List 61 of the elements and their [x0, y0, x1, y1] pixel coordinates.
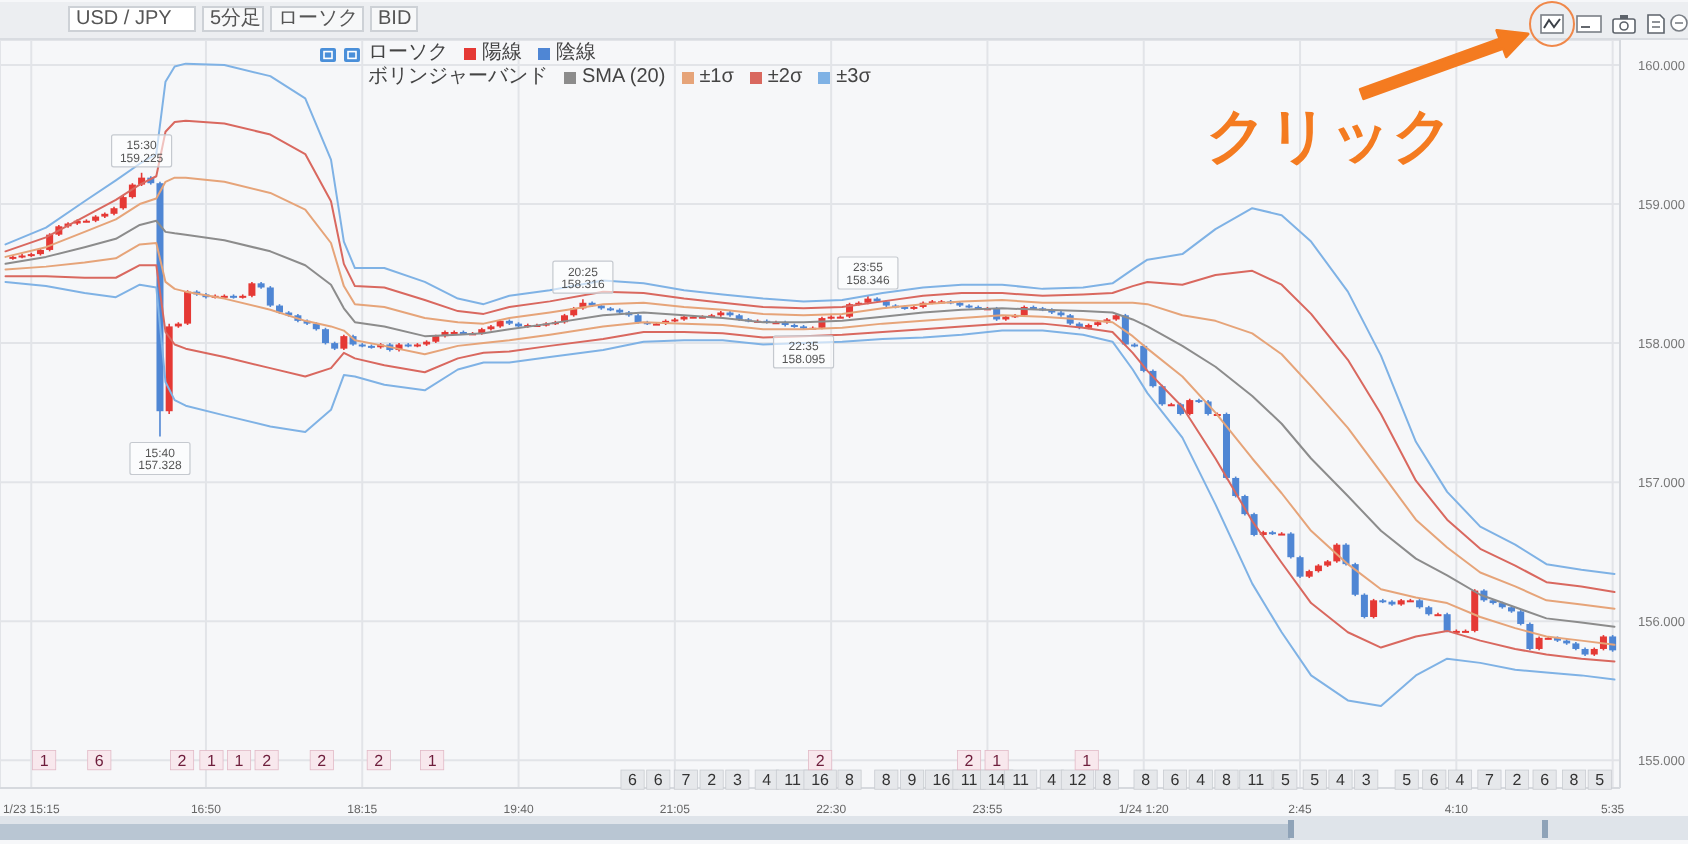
annotation: 2 — [374, 751, 385, 770]
annotation: 6 — [94, 751, 105, 770]
annotation: 8 — [1569, 771, 1580, 790]
annotation: 12 — [1068, 771, 1088, 790]
annotation: 8 — [1141, 771, 1152, 790]
annotation: 4 — [1336, 771, 1347, 790]
annotation: 6 — [1170, 771, 1181, 790]
annotation: 3 — [1361, 771, 1372, 790]
annotation: 2 — [177, 751, 188, 770]
annotation: 8 — [1102, 771, 1113, 790]
legend-label: ±2σ — [765, 66, 803, 90]
annotation: 5 — [1402, 771, 1413, 790]
annotation: 14 — [987, 771, 1007, 790]
annotation: 4 — [1047, 771, 1058, 790]
text: ローソク — [270, 6, 364, 32]
legend-label: 陽線 — [480, 42, 522, 66]
annotation: 1 — [1082, 751, 1093, 770]
annotation: 11 — [1012, 771, 1030, 790]
annotation: 1 — [207, 751, 218, 770]
annotation: 4 — [762, 771, 773, 790]
annotation: 2 — [1512, 771, 1523, 790]
annotation: 6 — [628, 771, 639, 790]
annotation: 4 — [1196, 771, 1207, 790]
annotation: 1 — [992, 751, 1003, 770]
annotation: 16 — [932, 771, 952, 790]
legend-label: 陰線 — [554, 42, 596, 66]
annotation: ボリンジャーバンド — [368, 66, 548, 90]
annotation: 16 — [811, 771, 831, 790]
annotation: 4 — [1455, 771, 1466, 790]
annotation: 7 — [681, 771, 692, 790]
annotation: 2 — [815, 751, 826, 770]
annotation: 2 — [317, 751, 328, 770]
annotation: 1 — [427, 751, 438, 770]
legend-title: ローソク — [368, 42, 448, 66]
annotation: 3 — [732, 771, 743, 790]
annotation: 6 — [653, 771, 664, 790]
text: BID — [370, 6, 418, 32]
annotation: 8 — [1222, 771, 1233, 790]
annotation: クリック — [1206, 102, 1454, 172]
chart-title: USD / JPY — [68, 6, 196, 32]
annotation: 7 — [1484, 771, 1495, 790]
annotation: 5 — [1310, 771, 1321, 790]
annotation: 11 — [1247, 771, 1266, 790]
annotation: 6 — [1429, 771, 1440, 790]
annotation: 2 — [964, 751, 975, 770]
annotation: 5 — [1595, 771, 1606, 790]
annotation: 9 — [907, 771, 918, 790]
annotation: 5 — [1280, 771, 1291, 790]
legend-label: ±3σ — [834, 66, 871, 90]
legend-label: ±1σ — [697, 66, 734, 90]
legend-label: SMA (20) — [580, 66, 666, 90]
annotation: 2 — [707, 771, 718, 790]
annotation: 8 — [845, 771, 856, 790]
annotation: 6 — [1540, 771, 1551, 790]
annotation: 11 — [784, 771, 802, 790]
annotation: 2 — [262, 751, 273, 770]
annotation: 1 — [39, 751, 50, 770]
annotation: 1 — [234, 751, 245, 770]
text: 5分足 — [202, 6, 264, 32]
annotation: 11 — [960, 771, 979, 790]
annotation: 8 — [881, 771, 892, 790]
